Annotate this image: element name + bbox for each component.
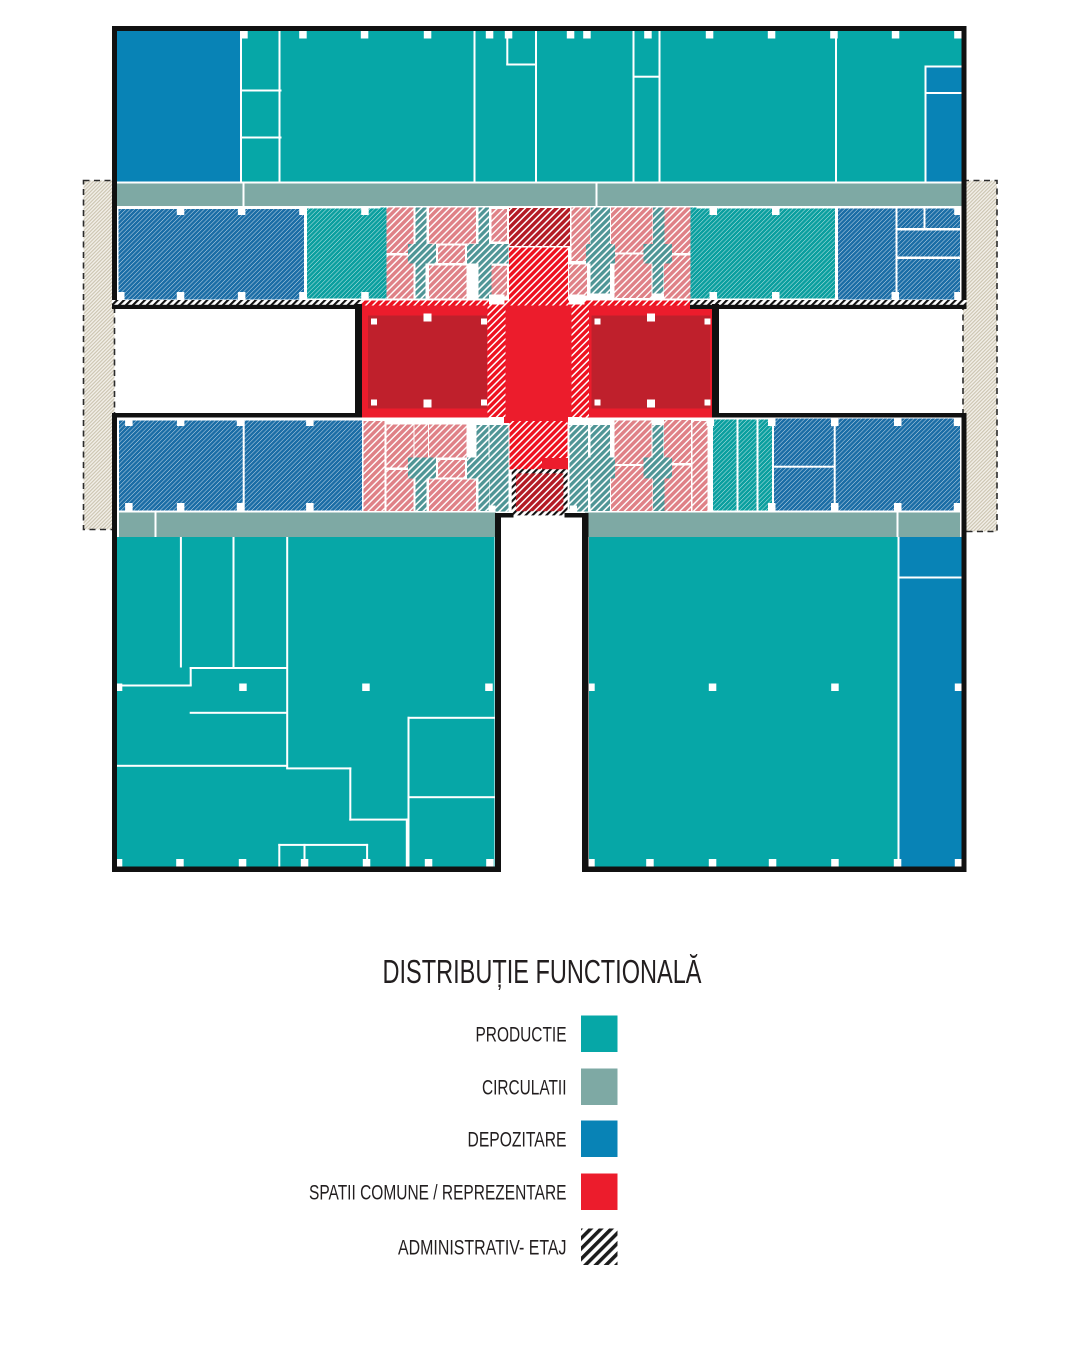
svg-text:SPATII COMUNE / REPREZENTARE: SPATII COMUNE / REPREZENTARE — [309, 1181, 567, 1205]
svg-text:DISTRIBUȚIE FUNCTIONALĂ: DISTRIBUȚIE FUNCTIONALĂ — [383, 954, 702, 991]
svg-text:DEPOZITARE: DEPOZITARE — [468, 1128, 567, 1152]
svg-text:ADMINISTRATIV- ETAJ: ADMINISTRATIV- ETAJ — [398, 1236, 567, 1260]
svg-text:PRODUCTIE: PRODUCTIE — [476, 1023, 567, 1047]
svg-text:CIRCULATII: CIRCULATII — [482, 1076, 567, 1100]
